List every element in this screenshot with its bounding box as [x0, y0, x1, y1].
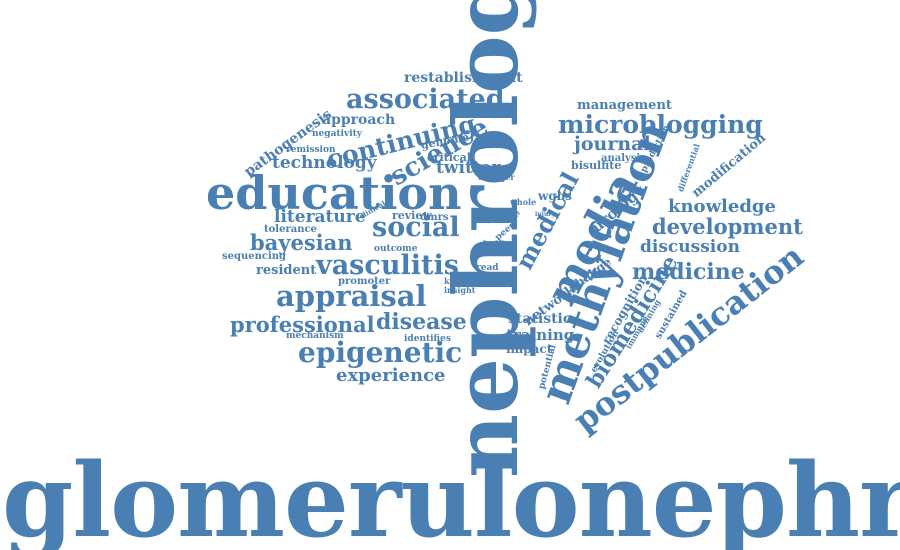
word-resident: resident	[256, 263, 317, 278]
word-knowledge: knowledge	[668, 196, 776, 217]
word-bisulfite: bisulfite	[571, 159, 622, 172]
word-remission: remission	[286, 145, 336, 155]
word-club: club	[476, 239, 503, 252]
word-mechanism: mechanism	[286, 331, 344, 341]
word-approach: approach	[322, 112, 396, 128]
word-modification: modification	[689, 130, 769, 201]
word-kidney: kidney	[444, 276, 474, 286]
word-analysis: analysis	[601, 153, 646, 164]
word-tolerance: tolerance	[264, 224, 317, 235]
word-review: review	[392, 209, 432, 222]
word-restablishment: restablishment	[404, 70, 523, 86]
word-whole: whole	[510, 197, 537, 207]
word-epigenetic: epigenetic	[298, 336, 463, 369]
word-development: development	[652, 214, 803, 239]
word-injury: injury	[535, 211, 555, 218]
word-dmrs: dmrs	[420, 212, 449, 223]
word-professional: professional	[230, 312, 375, 337]
word-read: read	[476, 263, 499, 273]
word-experience: experience	[336, 365, 446, 386]
word-education: education	[206, 166, 462, 220]
word-disease: disease	[376, 309, 467, 335]
word-insight: insight	[444, 285, 476, 295]
word-impact: impact	[506, 342, 553, 356]
word-social: social	[372, 212, 460, 243]
word-sequencing: sequencing	[222, 251, 287, 262]
word-technology: technology	[272, 153, 377, 173]
word-bayesian: bayesian	[250, 230, 353, 255]
word-associated: associated	[346, 84, 505, 115]
word-statistic: statistic	[508, 311, 572, 327]
word-vasculitis: vasculitis	[316, 250, 459, 281]
word-microblogging: microblogging	[558, 110, 763, 139]
word-promoter: promoter	[338, 276, 391, 287]
word-changer: changer	[478, 172, 515, 182]
word-training: training	[506, 326, 575, 344]
word-glomerulonephritis: glomerulonephritis	[2, 441, 900, 550]
word-negativity: negativity	[312, 129, 363, 139]
word-journal: journal	[574, 133, 651, 155]
word-management: management	[577, 98, 672, 113]
word-outcome: outcome	[374, 244, 418, 254]
word-discussion: discussion	[640, 237, 740, 257]
word-game: game	[494, 271, 513, 278]
word-identifies: identifies	[404, 334, 451, 344]
word-twitter: twitter	[436, 158, 501, 178]
word-medicine: medicine	[632, 259, 745, 285]
word-wgbs: wgbs	[538, 189, 572, 203]
word-appraisal: appraisal	[276, 279, 427, 313]
word-critical: critical	[427, 151, 471, 164]
word-literature: literature	[274, 207, 366, 227]
